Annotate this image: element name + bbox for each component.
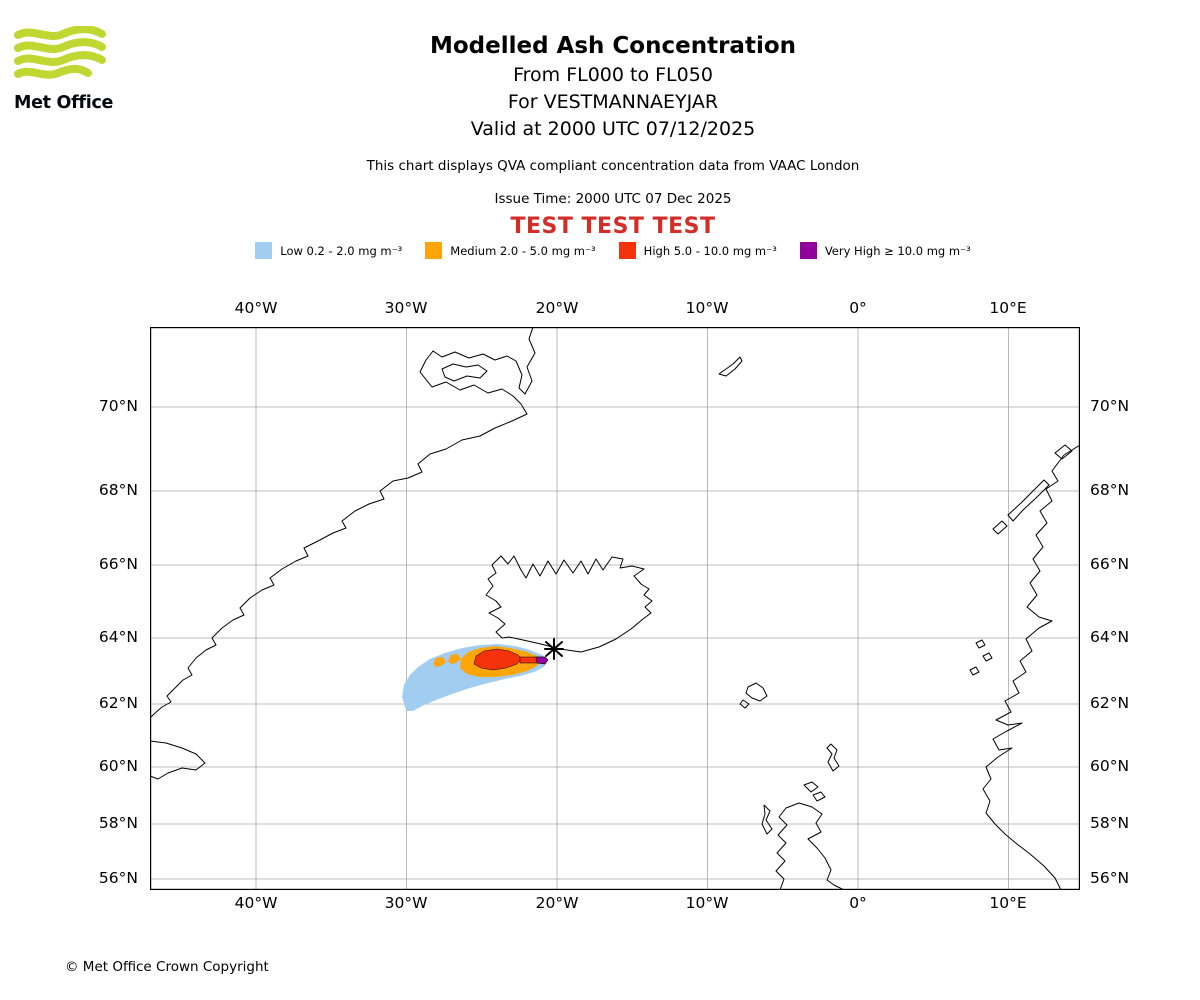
lon-label-top-0: 40°W: [234, 299, 278, 317]
legend-item-very-high: Very High ≥ 10.0 mg m⁻³: [799, 242, 971, 259]
lat-label-left-1: 68°N: [98, 481, 138, 499]
lon-label-top-5: 10°E: [989, 299, 1027, 317]
lon-label-top-4: 0°: [849, 299, 867, 317]
lat-label-right-2: 66°N: [1090, 555, 1130, 573]
lat-label-right-1: 68°N: [1090, 481, 1130, 499]
islands-lofoten-1: [1007, 479, 1050, 522]
lat-label-left-6: 58°N: [98, 814, 138, 832]
legend-swatch-very-high: [799, 242, 817, 259]
legend-item-medium: Medium 2.0 - 5.0 mg m⁻³: [425, 242, 596, 259]
plume-medium-patch-1: [433, 657, 446, 667]
legend: Low 0.2 - 2.0 mg m⁻³ Medium 2.0 - 5.0 mg…: [26, 242, 1200, 259]
lat-label-left-0: 70°N: [98, 397, 138, 415]
logo-wave-1: [14, 25, 106, 40]
islet-norway-coast-1: [975, 639, 986, 649]
legend-swatch-high: [618, 242, 636, 259]
legend-swatch-medium-rect: [425, 242, 443, 259]
lon-label-top-1: 30°W: [384, 299, 428, 317]
legend-label-very-high: Very High ≥ 10.0 mg m⁻³: [824, 243, 971, 258]
map-frame: [150, 327, 1080, 890]
flight-level-range: From FL000 to FL050: [513, 64, 713, 86]
lat-label-left-2: 66°N: [98, 555, 138, 573]
legend-item-high: High 5.0 - 10.0 mg m⁻³: [618, 242, 777, 259]
lat-label-right-7: 56°N: [1090, 869, 1130, 887]
volcano-name-line: For VESTMANNAEYJAR: [507, 91, 719, 113]
plume-medium-patch-2: [448, 654, 461, 664]
lat-label-right-3: 64°N: [1090, 628, 1130, 646]
lon-label-top-3: 10°W: [685, 299, 729, 317]
coastline-norway: [982, 444, 1080, 890]
logo-wave-3: [14, 51, 106, 66]
issue-time: Issue Time: 2000 UTC 07 Dec 2025: [494, 191, 732, 207]
islands-faroe-1: [745, 682, 768, 702]
coastline-cape-farewell: [150, 740, 206, 780]
legend-label-medium: Medium 2.0 - 5.0 mg m⁻³: [450, 243, 596, 258]
lat-label-left-3: 64°N: [98, 628, 138, 646]
lon-label-bottom-0: 40°W: [234, 894, 278, 912]
compliance-note: This chart displays QVA compliant concen…: [366, 158, 860, 174]
legend-label-high: High 5.0 - 10.0 mg m⁻³: [643, 243, 777, 258]
logo-wave-2: [14, 38, 106, 53]
logo-wave-4: [14, 64, 92, 79]
lat-label-right-4: 62°N: [1090, 694, 1130, 712]
coastline-scotland: [775, 802, 845, 890]
legend-swatch-very-high-rect: [799, 242, 817, 259]
valid-time-line: Valid at 2000 UTC 07/12/2025: [470, 118, 756, 140]
met-office-logo: Met Office: [14, 25, 118, 113]
coastline-greenland: [150, 327, 536, 719]
island-jan-mayen: [718, 356, 743, 377]
islands-lofoten-2: [992, 520, 1008, 535]
volcano-marker-icon: [544, 638, 564, 660]
coastlines: [150, 327, 1080, 890]
lon-label-bottom-1: 30°W: [384, 894, 428, 912]
met-office-logo-waves: [14, 25, 106, 79]
islands-orkney-2: [812, 791, 826, 802]
legend-swatch-high-rect: [618, 242, 636, 259]
legend-swatch-medium: [425, 242, 443, 259]
island-scoresby-fjord: [441, 363, 488, 382]
islet-norway-coast-2: [982, 652, 993, 662]
lat-label-left-4: 62°N: [98, 694, 138, 712]
lat-label-left-7: 56°N: [98, 869, 138, 887]
page-title: Modelled Ash Concentration: [429, 33, 797, 59]
lon-label-bottom-2: 20°W: [535, 894, 579, 912]
ash-plume: [402, 644, 549, 711]
islet-norway-coast-3: [969, 666, 980, 676]
plume-very-high: [535, 656, 549, 665]
islands-faroe-2: [739, 699, 750, 709]
lat-label-right-0: 70°N: [1090, 397, 1130, 415]
lat-label-left-5: 60°N: [98, 757, 138, 775]
lon-label-bottom-5: 10°E: [989, 894, 1027, 912]
islands-orkney-1: [803, 781, 819, 793]
lat-label-right-5: 60°N: [1090, 757, 1130, 775]
legend-item-low: Low 0.2 - 2.0 mg m⁻³: [255, 242, 402, 259]
legend-swatch-low: [255, 242, 273, 259]
island-shetland: [826, 743, 840, 772]
legend-label-low: Low 0.2 - 2.0 mg m⁻³: [280, 243, 403, 258]
island-senja: [1054, 444, 1073, 460]
island-hebrides: [761, 804, 773, 835]
lon-label-top-2: 20°W: [535, 299, 579, 317]
graticule: [150, 327, 1080, 890]
lon-label-bottom-3: 10°W: [685, 894, 729, 912]
coastline-iceland: [485, 555, 653, 653]
copyright: © Met Office Crown Copyright: [65, 959, 269, 975]
map: [150, 327, 1080, 890]
lon-label-bottom-4: 0°: [849, 894, 867, 912]
legend-swatch-low-rect: [255, 242, 273, 259]
test-banner: TEST TEST TEST: [510, 214, 716, 239]
lat-label-right-6: 58°N: [1090, 814, 1130, 832]
met-office-logo-text: Met Office: [14, 93, 114, 113]
